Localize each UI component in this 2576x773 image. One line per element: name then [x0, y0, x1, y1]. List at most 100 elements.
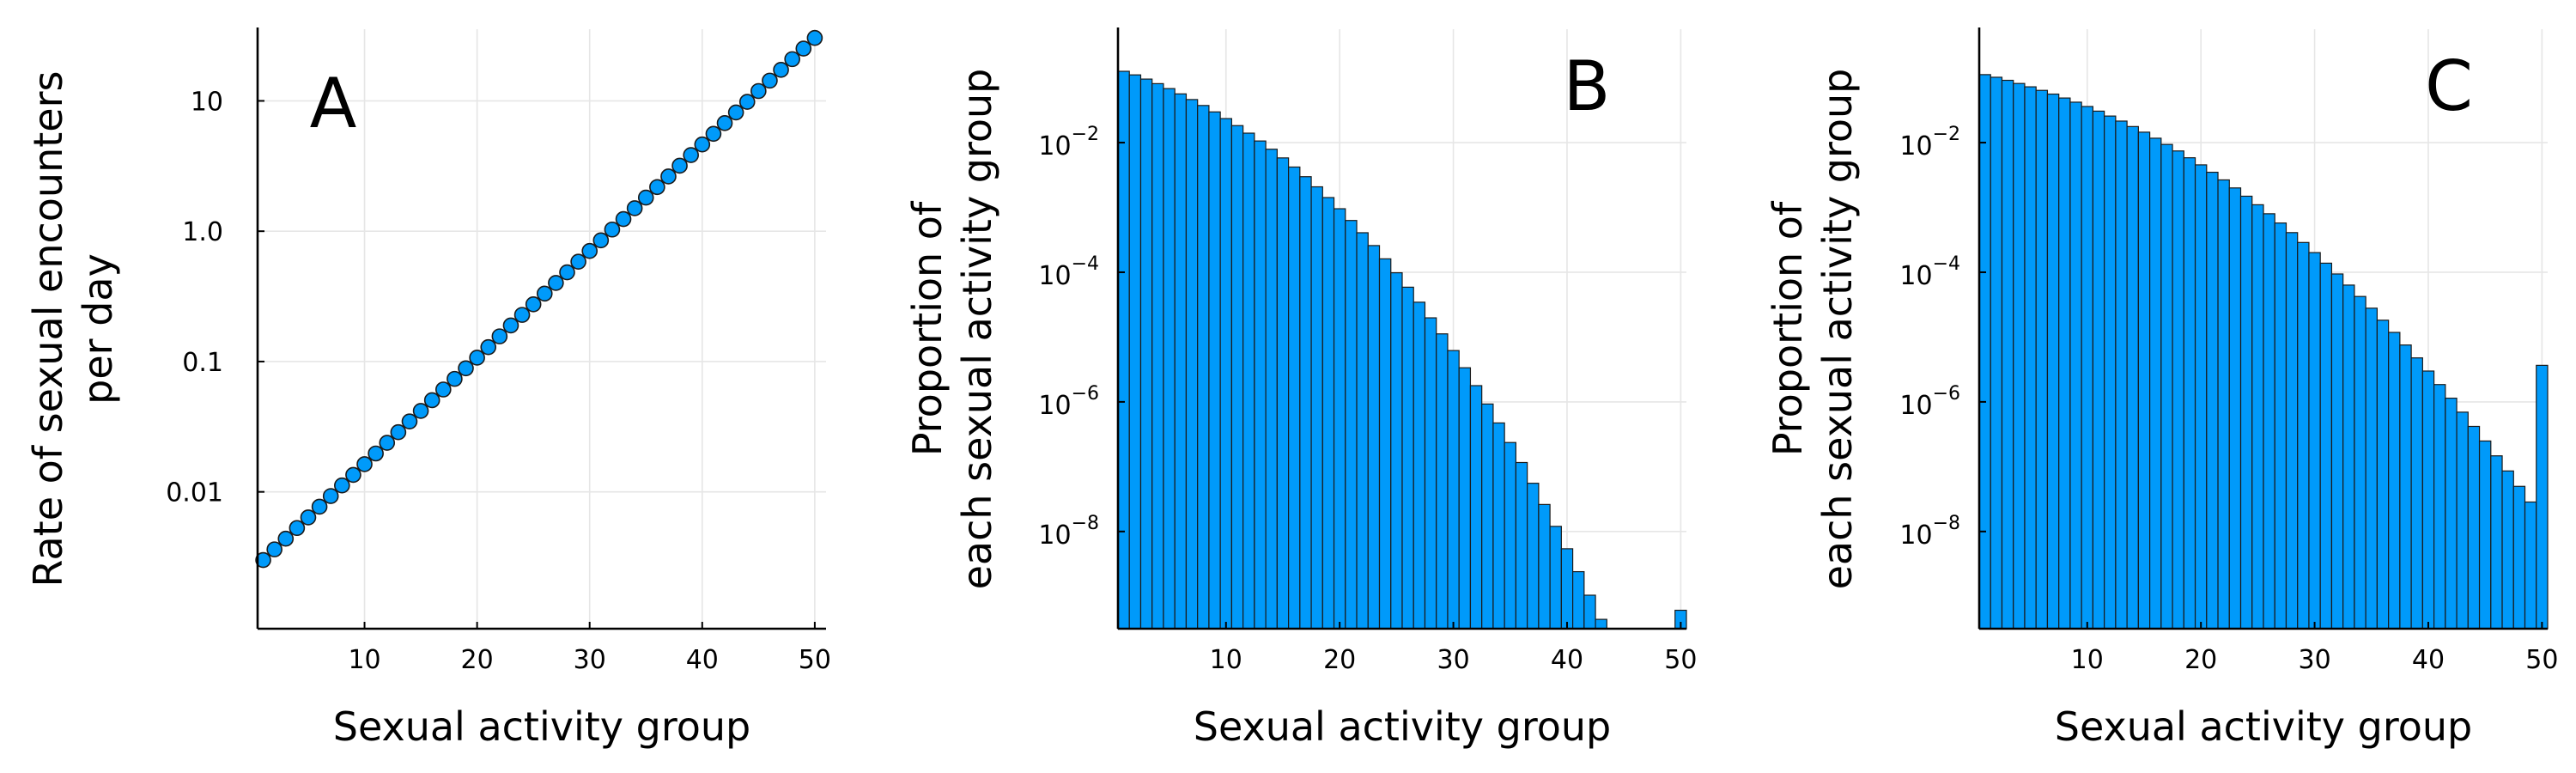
point-group-44 [738, 94, 756, 110]
point-group-27 [548, 275, 564, 291]
x-axis-label: Sexual activity group [333, 703, 750, 750]
bar-group-14 [2126, 125, 2139, 630]
y-tick-label: 10−8 [1038, 513, 1099, 551]
bar-group-44 [2467, 425, 2481, 630]
x-axis-label: Sexual activity group [1194, 703, 1611, 750]
bar-group-33 [2342, 284, 2355, 630]
point-group-18 [447, 370, 463, 387]
point-group-25 [525, 295, 542, 313]
point-group-50 [806, 29, 823, 46]
point-group-31 [592, 232, 610, 249]
point-group-21 [480, 338, 497, 356]
bar-group-23 [2228, 187, 2242, 630]
point-group-35 [637, 189, 654, 206]
bar-group-18 [2172, 150, 2184, 630]
x-tick-label: 30 [1437, 645, 1469, 675]
data-marks [255, 29, 823, 569]
bar-group-31 [2319, 262, 2333, 630]
bar-group-30 [2308, 252, 2321, 630]
bar-group-36 [1515, 461, 1528, 630]
point-group-49 [795, 40, 812, 57]
y-axis-label: Rate of sexual encountersper day [25, 71, 121, 587]
bar-group-30 [1447, 350, 1460, 630]
bar-group-4 [1151, 82, 1164, 630]
point-group-15 [412, 403, 429, 419]
point-group-30 [581, 242, 598, 259]
point-group-6 [311, 498, 328, 515]
bar-group-15 [2137, 131, 2151, 630]
x-tick-label: 50 [2525, 645, 2558, 675]
bar-group-1 [1978, 74, 1991, 630]
bar-group-8 [2058, 97, 2071, 630]
bar-group-20 [1333, 208, 1346, 630]
bar-group-11 [2092, 110, 2105, 630]
bar-group-8 [1197, 105, 1210, 630]
bar-group-38 [1538, 503, 1551, 630]
bar-group-45 [2478, 440, 2492, 630]
bar-group-3 [2001, 79, 2014, 630]
bar-group-5 [1163, 88, 1176, 630]
bar-group-34 [1492, 422, 1505, 630]
bar-group-27 [1413, 301, 1426, 630]
bar-group-35 [2365, 307, 2378, 630]
panel-c: 10 20 30 40 50 10−8 10−6 10−4 10−2 Sexual activit… [1765, 27, 2558, 750]
bar-group-9 [2069, 101, 2082, 630]
x-tick-label: 10 [2071, 645, 2104, 675]
bar-group-12 [1242, 132, 1255, 630]
data-marks [1978, 74, 2549, 630]
bar-group-2 [1128, 74, 1142, 630]
point-group-14 [401, 413, 418, 429]
bar-group-25 [1390, 271, 1403, 630]
bar-group-14 [1265, 149, 1278, 630]
bar-group-16 [2149, 137, 2162, 630]
grid [258, 29, 826, 629]
x-tick-label: 40 [686, 645, 719, 675]
bar-group-37 [1527, 483, 1540, 630]
point-group-5 [300, 509, 317, 526]
y-tick-label: 10−4 [1899, 253, 1960, 291]
bar-group-43 [2456, 411, 2469, 630]
bar-group-26 [1401, 286, 1414, 630]
point-group-32 [604, 221, 621, 238]
x-tick-label: 40 [2412, 645, 2445, 675]
x-axis-label: Sexual activity group [2055, 703, 2472, 750]
x-tick-label: 10 [1210, 645, 1242, 675]
bar-group-7 [1185, 99, 1199, 630]
bar-group-24 [2239, 195, 2253, 630]
bar-group-4 [2013, 82, 2026, 630]
bar-group-25 [2251, 204, 2264, 630]
bar-group-42 [2445, 397, 2458, 630]
panel-letter: B [1564, 46, 1611, 126]
x-tick-label: 50 [1664, 645, 1697, 675]
bar-group-7 [2046, 93, 2060, 630]
bar-group-17 [2160, 143, 2173, 630]
bar-group-37 [2388, 332, 2401, 630]
y-axis-label: Proportion ofeach sexual activity group [904, 69, 1000, 590]
bar-group-9 [1208, 111, 1221, 630]
bar-group-16 [1287, 166, 1301, 630]
x-tick-label: 30 [574, 645, 606, 675]
bar-group-6 [1174, 93, 1188, 630]
x-tick-label: 50 [799, 645, 831, 675]
bar-group-23 [1367, 245, 1381, 630]
point-group-24 [513, 307, 531, 323]
x-tick-label: 30 [2298, 645, 2330, 675]
bar-group-40 [1560, 548, 1574, 630]
y-tick-label: 10−6 [1899, 383, 1960, 421]
bar-group-18 [1310, 186, 1323, 630]
bar-group-12 [2104, 115, 2117, 630]
y-tick-label: 10−6 [1038, 383, 1099, 421]
bar-group-27 [2274, 222, 2287, 630]
point-group-47 [773, 62, 789, 78]
point-group-23 [502, 317, 519, 334]
point-group-37 [660, 168, 677, 185]
y-tick-label: 0.01 [166, 478, 223, 508]
bar-group-43 [1595, 618, 1607, 630]
y-tick-label: 10−2 [1038, 124, 1099, 161]
point-group-43 [727, 104, 744, 121]
point-group-1 [255, 551, 271, 569]
bar-group-38 [2399, 344, 2412, 630]
point-group-3 [277, 530, 295, 547]
point-group-28 [559, 264, 575, 281]
